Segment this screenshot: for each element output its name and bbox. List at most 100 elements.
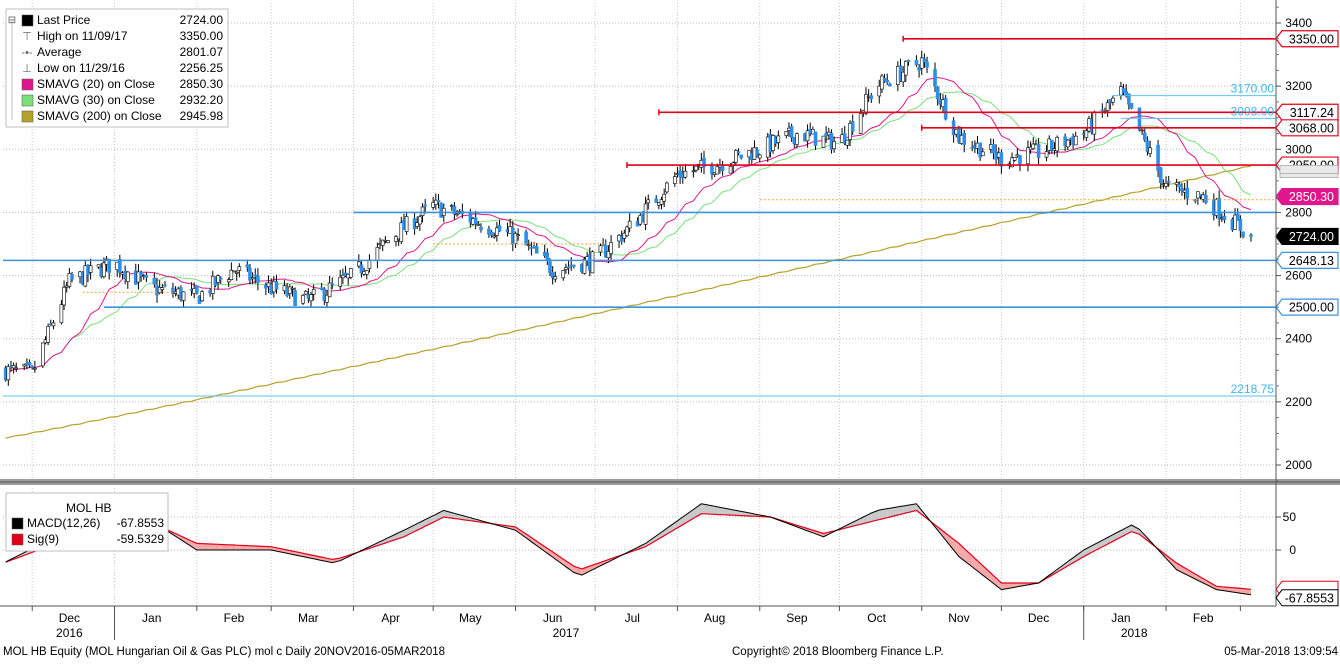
year-label: 2018 <box>1121 626 1148 640</box>
candle-up <box>777 136 780 143</box>
candle-up <box>785 131 788 135</box>
candle-up <box>1074 136 1077 145</box>
candle-up <box>304 291 307 294</box>
candle-up <box>644 204 647 225</box>
candle-up <box>758 155 761 158</box>
candle-up <box>692 171 695 172</box>
candle-up <box>663 194 666 201</box>
sma20-swatch <box>22 79 33 90</box>
candle-down <box>944 98 947 119</box>
candle-down <box>1018 155 1021 164</box>
legend-value: 2801.07 <box>180 45 224 59</box>
candle-up <box>1149 148 1152 154</box>
candle-up <box>1085 131 1088 138</box>
macd-fill <box>885 509 888 519</box>
y-tick-label: 2600 <box>1285 269 1312 283</box>
candle-up <box>981 152 984 156</box>
candle-up <box>880 76 883 89</box>
candle-up <box>477 224 480 225</box>
candle-down <box>28 362 31 365</box>
macd-fill <box>906 505 909 513</box>
candle-down <box>163 285 166 286</box>
level-label-text: 2648.13 <box>1289 254 1334 268</box>
year-label: 2017 <box>553 626 580 640</box>
macd-fill <box>887 508 890 517</box>
footer-timestamp: 05-Mar-2018 13:09:54 <box>1224 646 1338 658</box>
month-label: Feb <box>1193 611 1214 625</box>
candle-up <box>846 140 849 145</box>
candle-down <box>740 155 743 158</box>
candle-down <box>1250 235 1253 237</box>
macd-fill <box>197 543 200 550</box>
ma-label-partial <box>1280 165 1338 173</box>
candle-up <box>182 292 185 301</box>
candle-down <box>567 267 570 268</box>
macd-legend-label: MACD(12,26) <box>27 516 100 530</box>
level-label-text: 2850.30 <box>1289 190 1334 204</box>
candle-up <box>126 272 129 282</box>
y-tick-label: 3200 <box>1285 79 1312 93</box>
candle-down <box>490 232 493 235</box>
candle-down <box>535 246 538 253</box>
candle-up <box>238 267 241 271</box>
candle-up <box>493 236 496 237</box>
moving-averages-layer <box>6 78 1251 439</box>
candle-down <box>963 133 966 144</box>
candle-up <box>665 183 668 192</box>
footer-copyright: Copyright© 2018 Bloomberg Finance L.P. <box>732 646 944 658</box>
candle-down <box>1239 219 1242 231</box>
candle-down <box>1159 168 1162 183</box>
month-label: Oct <box>867 611 886 625</box>
candle-up <box>1165 183 1168 186</box>
macd-fill <box>199 544 202 550</box>
candle-up <box>647 200 650 203</box>
candle-down <box>1204 195 1207 202</box>
candle-up <box>52 323 55 326</box>
candle-down <box>546 253 549 260</box>
candle-up <box>349 268 352 277</box>
candle-up <box>822 136 825 147</box>
candle-up <box>12 365 15 368</box>
signal-swatch <box>12 534 23 545</box>
candle-up <box>376 247 379 260</box>
candle-up <box>405 217 408 232</box>
candle-up <box>684 171 687 177</box>
candle-down <box>1037 144 1040 158</box>
candle-down <box>907 60 910 61</box>
candle-down <box>886 80 889 82</box>
candle-down <box>71 275 74 280</box>
level-label-4: 3068.00 <box>1276 120 1338 136</box>
macd-fill <box>900 506 903 514</box>
month-label: Nov <box>948 611 969 625</box>
candle-down <box>934 69 937 86</box>
macd-fill <box>202 544 210 550</box>
candle-up <box>47 326 50 342</box>
macd-fill <box>879 510 882 520</box>
candle-up <box>63 287 66 305</box>
candle-down <box>737 152 740 153</box>
candle-down <box>195 286 198 294</box>
candle-up <box>562 270 565 278</box>
macd-legend-value: -59.5329 <box>117 532 165 546</box>
sma30-swatch <box>22 95 33 106</box>
y-tick-label: 3400 <box>1285 16 1312 30</box>
candle-up <box>456 214 459 215</box>
candle-up <box>41 343 44 366</box>
sma200-line <box>6 166 1251 438</box>
candle-down <box>1178 184 1181 186</box>
candle-down <box>437 200 440 202</box>
candle-up <box>102 263 105 277</box>
level-label-plain: 3098.00 <box>1231 104 1275 118</box>
level-label-8: 2724.00 <box>1276 228 1338 244</box>
candle-up <box>288 287 291 294</box>
level-label-9: 2648.13 <box>1276 252 1338 268</box>
candle-down <box>936 87 939 99</box>
candle-down <box>888 84 891 86</box>
level-label-text: 2500.00 <box>1289 301 1334 315</box>
candle-down <box>31 366 34 367</box>
candle-up <box>387 240 390 242</box>
